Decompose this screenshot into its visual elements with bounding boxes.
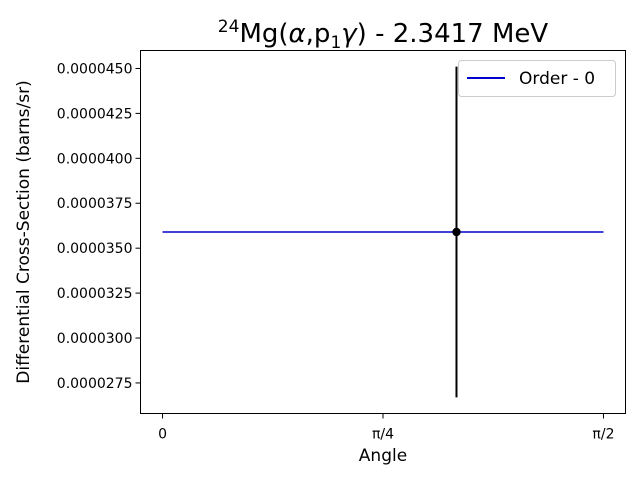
y-tick-label: 0.0000425 <box>57 106 133 122</box>
title-close: ) <box>357 19 367 49</box>
title-p-sub: 1 <box>330 33 341 53</box>
y-axis: 0.0000275 0.0000300 0.0000325 0.0000350 0.00… <box>57 61 141 392</box>
legend-label: Order - 0 <box>519 69 595 89</box>
y-tick-label: 0.0000325 <box>57 286 133 302</box>
y-tick-label: 0.0000275 <box>57 376 133 392</box>
x-tick-label: π/4 <box>372 427 394 443</box>
y-tick-label: 0.0000375 <box>57 196 133 212</box>
legend-box <box>458 60 616 97</box>
x-tick-label: π/2 <box>592 427 614 443</box>
title-alpha: α <box>289 19 306 49</box>
x-axis-label: Angle <box>359 446 407 466</box>
title-energy: - 2.3417 MeV <box>367 19 549 49</box>
title-mass-number: 24 <box>218 17 240 37</box>
points-layer <box>452 66 461 398</box>
chart-title: 24Mg(α,p1γ) - 2.3417 MeV <box>218 17 549 53</box>
title-open: ( <box>278 19 288 49</box>
title-sep: ,p <box>306 19 331 49</box>
y-tick-label: 0.0000450 <box>57 61 133 77</box>
y-tick-label: 0.0000300 <box>57 331 133 347</box>
y-tick-label: 0.0000400 <box>57 151 133 167</box>
title-gamma: γ <box>341 19 358 49</box>
y-axis-label: Differential Cross-Section (barns/sr) <box>14 80 34 383</box>
x-tick-label: 0 <box>158 427 167 443</box>
legend: Order - 0 <box>458 60 616 97</box>
title-element: Mg <box>239 19 278 49</box>
y-tick-label: 0.0000350 <box>57 241 133 257</box>
data-point <box>452 227 461 237</box>
x-axis: 0 π/4 π/2 <box>158 413 614 443</box>
